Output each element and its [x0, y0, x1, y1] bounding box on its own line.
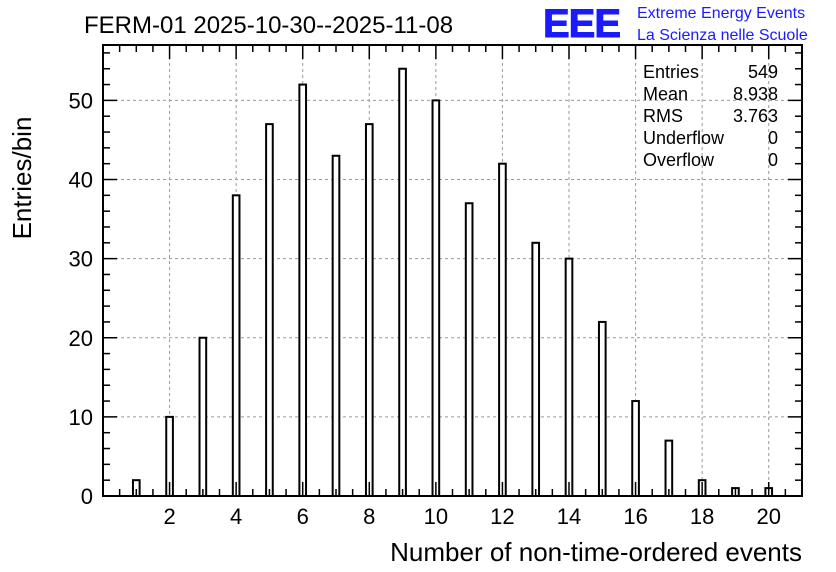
logo-mark: EEE	[543, 2, 620, 46]
stats-box: Entries 549 Mean 8.938 RMS 3.763 Underflow 0 Ove…	[643, 62, 778, 170]
bar	[664, 439, 674, 498]
axis-ticks	[102, 45, 803, 497]
y-tick-label: 30	[69, 247, 93, 272]
bar	[498, 162, 507, 497]
bar	[298, 83, 308, 497]
y-tick-label: 20	[69, 326, 93, 351]
bar	[364, 123, 374, 498]
bar	[631, 400, 640, 498]
bar	[431, 99, 441, 498]
x-tick-label: 14	[557, 504, 581, 529]
logo-line-2: La Scienza nelle Scuole	[637, 27, 808, 44]
stats-value: 0	[768, 150, 778, 170]
stats-value: 0	[768, 128, 778, 148]
bar	[564, 257, 574, 498]
x-tick-label: 8	[363, 504, 375, 529]
y-tick-label: 0	[81, 484, 93, 509]
tick-labels: 2 4 6 8 10 12 14 16 18 20 0 10 20 30 40 50	[69, 88, 781, 529]
chart-title: FERM-01 2025-10-30--2025-11-08	[84, 12, 453, 39]
x-tick-label: 18	[690, 504, 714, 529]
x-tick-label: 16	[623, 504, 647, 529]
x-tick-label: 10	[424, 504, 448, 529]
bar	[398, 67, 407, 497]
x-axis-label: Number of non-time-ordered events	[390, 537, 802, 567]
y-tick-label: 10	[69, 405, 93, 430]
x-tick-label: 12	[490, 504, 514, 529]
bar	[331, 154, 341, 497]
bar	[597, 320, 607, 497]
eee-logo: EEE Extreme Energy Events La Scienza nel…	[543, 2, 808, 47]
logo-line-1: Extreme Energy Events	[637, 5, 805, 22]
stats-label: Overflow	[643, 150, 715, 170]
stats-value: 549	[748, 62, 778, 82]
x-tick-label: 20	[756, 504, 780, 529]
plot-frame	[102, 44, 803, 497]
bar	[231, 194, 241, 497]
grid-lines	[103, 45, 802, 496]
x-tick-label: 2	[163, 504, 175, 529]
y-axis-label: Entries/bin	[7, 117, 37, 240]
stats-label: Underflow	[643, 128, 725, 148]
stats-value: 8.938	[733, 84, 778, 104]
x-tick-label: 6	[297, 504, 309, 529]
stats-value: 3.763	[733, 106, 778, 126]
stats-label: RMS	[643, 106, 683, 126]
bar	[198, 336, 208, 498]
y-tick-label: 40	[69, 168, 93, 193]
bars	[131, 67, 774, 498]
bar	[531, 241, 541, 497]
bar	[265, 123, 274, 498]
y-tick-label: 50	[69, 88, 93, 113]
stats-label: Entries	[643, 62, 699, 82]
x-tick-label: 4	[230, 504, 242, 529]
bar	[464, 202, 474, 498]
stats-label: Mean	[643, 84, 688, 104]
